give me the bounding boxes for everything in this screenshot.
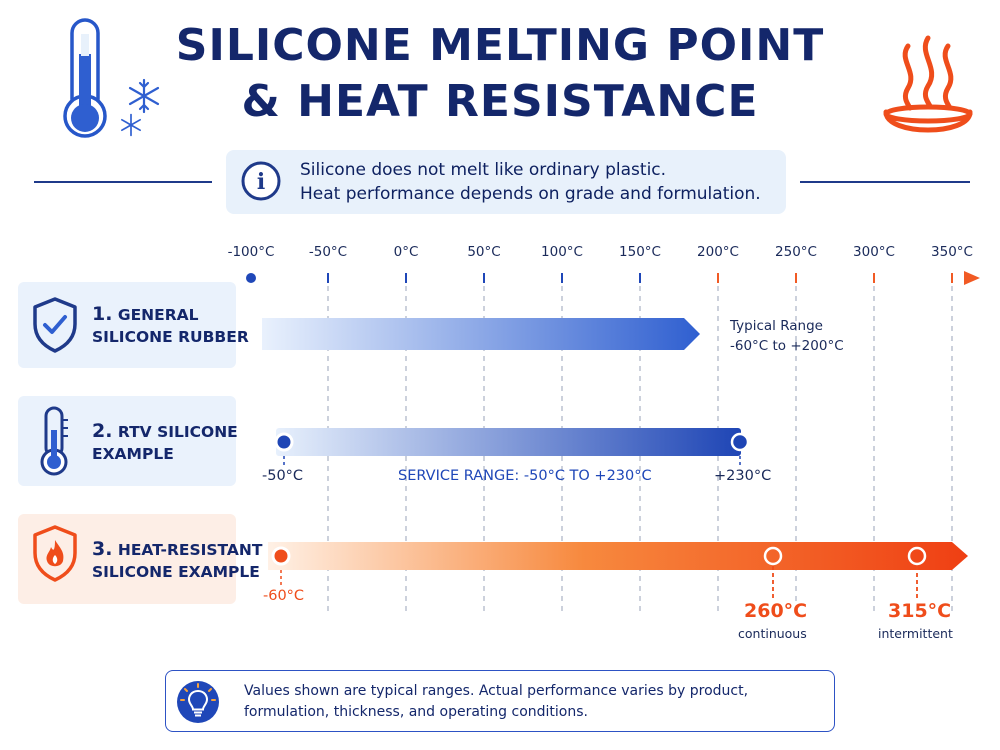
bar-heat-resistant-silicone [268, 542, 968, 570]
row-line-1: RTV SILICONE [117, 423, 238, 441]
axis-arrowhead [964, 271, 980, 285]
svg-text:i: i [257, 169, 265, 195]
divider-right [800, 181, 970, 183]
bar1-note-title: Typical Range [730, 318, 823, 334]
tick-label: 250°C [775, 244, 817, 260]
bar2-start-marker [274, 432, 294, 452]
info-line-2: Heat performance depends on grade and fo… [300, 184, 761, 204]
thermometer-icon [40, 406, 68, 476]
bar3-mark2-caption: intermittent [878, 626, 953, 641]
title-line-1: SILICONE MELTING POINT [175, 20, 825, 71]
bar3-mark2-value: 315°C [888, 600, 952, 622]
row-label-general [18, 282, 236, 368]
note-line-1: Values shown are typical ranges. Actual … [244, 683, 749, 699]
row-line-2: SILICONE EXAMPLE [92, 563, 260, 581]
row-line-2: EXAMPLE [92, 445, 174, 463]
info-icon: i [241, 161, 281, 201]
row-title-heat-resistant: 3. HEAT-RESISTANT SILICONE EXAMPLE [92, 538, 262, 583]
bar2-start-label: -50°C [262, 468, 304, 484]
bar3-start-label: -60°C [263, 588, 305, 604]
note-line-2: formulation, thickness, and operating co… [244, 704, 588, 720]
tick-label: 50°C [467, 244, 501, 260]
shield-check-icon [33, 297, 77, 353]
bar2-center-label: SERVICE RANGE: -50°C TO +230°C [398, 468, 652, 484]
tick-label: -100°C [227, 244, 275, 260]
row-line-1: HEAT-RESISTANT [117, 541, 263, 559]
snowflake-icon [128, 78, 160, 114]
info-line-1: Silicone does not melt like ordinary pla… [300, 160, 667, 180]
row-title-general: 1. GENERAL SILICONE RUBBER [92, 303, 249, 348]
snowflake-small-icon [121, 113, 141, 137]
heat-steam-icon [883, 35, 973, 133]
row-line-1: GENERAL [117, 306, 199, 324]
divider-left [34, 181, 212, 183]
tick-label: 100°C [541, 244, 583, 260]
bar2-end-label: +230°C [714, 468, 772, 484]
row-title-rtv: 2. RTV SILICONE EXAMPLE [92, 420, 238, 465]
lightbulb-icon [177, 681, 219, 723]
bar3-start-marker [271, 546, 291, 566]
tick-label: 150°C [619, 244, 661, 260]
axis-start-dot [246, 273, 256, 283]
row-line-2: SILICONE RUBBER [92, 328, 249, 346]
title-line-2: & HEAT RESISTANCE [241, 76, 759, 127]
tick-label: 200°C [697, 244, 739, 260]
thermometer-cold-icon [63, 18, 107, 138]
tick-label: -50°C [308, 244, 348, 260]
bar3-mark1-caption: continuous [738, 626, 807, 641]
tick-label: 350°C [931, 244, 973, 260]
bar-rtv-silicone [276, 428, 741, 456]
row-number: 3. [92, 538, 113, 560]
bar3-continuous-marker [763, 546, 783, 566]
info-box [226, 150, 786, 214]
bar-general-silicone [262, 318, 700, 350]
bar3-intermittent-marker [907, 546, 927, 566]
tick-label: 300°C [853, 244, 895, 260]
bar1-note-value: -60°C to +200°C [730, 338, 844, 354]
temperature-axis [246, 271, 980, 285]
row-number: 2. [92, 420, 113, 442]
row-number: 1. [92, 303, 113, 325]
tick-label: 0°C [393, 244, 419, 260]
flame-shield-icon [33, 525, 77, 582]
bar3-mark1-value: 260°C [744, 600, 808, 622]
note-box [165, 670, 835, 732]
